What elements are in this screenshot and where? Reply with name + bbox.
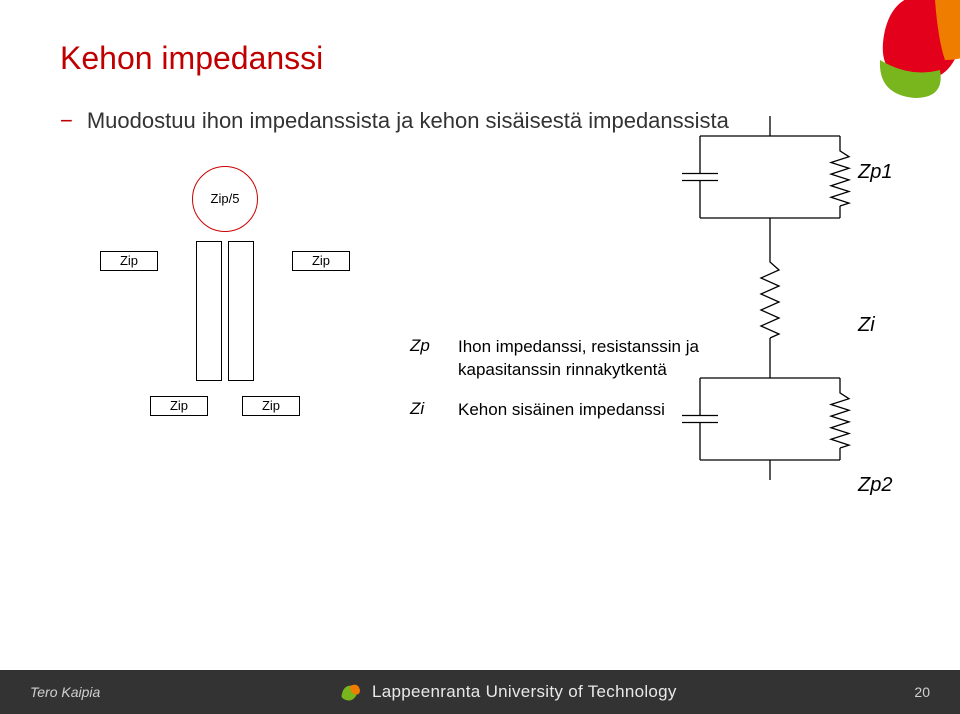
leg-right-label: Zip [262, 398, 280, 413]
slide-title: Kehon impedanssi [60, 40, 900, 77]
circuit-label-zi: Zi [858, 314, 875, 337]
legend-symbol: Zp [410, 336, 440, 382]
leg-right-box: Zip [242, 396, 300, 416]
body-figure: Zip/5 Zip Zip Zip Zip [100, 166, 350, 536]
torso-left [196, 241, 222, 381]
arm-right-label: Zip [312, 253, 330, 268]
arm-left-box: Zip [100, 251, 158, 271]
circuit-label-zp2: Zp2 [858, 474, 892, 497]
footer-author: Tero Kaipia [30, 684, 100, 700]
torso [196, 241, 254, 381]
footer-page-number: 20 [914, 684, 930, 700]
torso-right [228, 241, 254, 381]
circuit-label-zp1: Zp1 [858, 161, 892, 184]
legend-symbol: Zi [410, 399, 440, 422]
legend-text: Kehon sisäinen impedanssi [458, 399, 665, 422]
corner-decoration [840, 0, 960, 120]
legend-row: Zp Ihon impedanssi, resistanssin ja kapa… [410, 336, 710, 382]
legend-row: Zi Kehon sisäinen impedanssi [410, 399, 710, 422]
footer-logo-icon [338, 680, 362, 704]
circuit-diagram: Zp1 Zi Zp2 [680, 106, 900, 536]
footer-university: Lappeenranta University of Technology [372, 682, 677, 702]
bullet-text: Muodostuu ihon impedanssista ja kehon si… [87, 107, 729, 136]
footer: Tero Kaipia Lappeenranta University of T… [0, 670, 960, 714]
legend: Zp Ihon impedanssi, resistanssin ja kapa… [410, 336, 710, 441]
leg-left-box: Zip [150, 396, 208, 416]
bullet-dash: − [60, 107, 73, 136]
arm-left-label: Zip [120, 253, 138, 268]
content-area: Zip/5 Zip Zip Zip Zip Zp Ihon impe [60, 156, 900, 586]
body-head: Zip/5 [192, 166, 258, 232]
head-label: Zip/5 [211, 191, 240, 206]
legend-text: Ihon impedanssi, resistanssin ja kapasit… [458, 336, 710, 382]
arm-right-box: Zip [292, 251, 350, 271]
leg-left-label: Zip [170, 398, 188, 413]
footer-center: Lappeenranta University of Technology [100, 680, 914, 704]
